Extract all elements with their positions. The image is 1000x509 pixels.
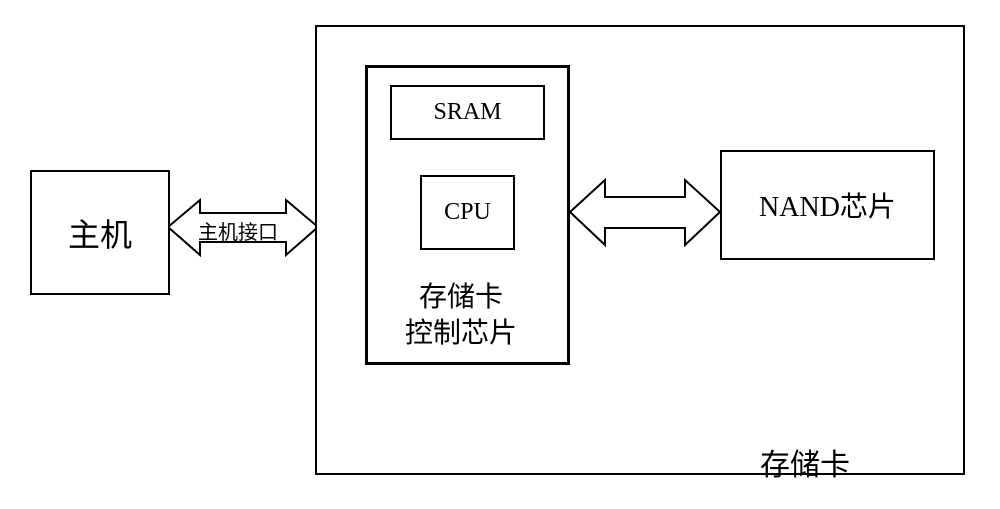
controller-label-line2: 控制芯片: [405, 318, 517, 349]
sram-label: SRAM: [433, 99, 501, 126]
nand-node: NAND芯片: [720, 150, 935, 260]
block-diagram: 主机 主机接口 存储卡 存储卡 控制芯片 SRAM CPU NAND芯片: [0, 0, 1000, 509]
nand-label: NAND芯片: [759, 185, 896, 225]
host-label: 主机: [68, 210, 132, 256]
controller-label: 存储卡 控制芯片: [405, 280, 517, 353]
controller-label-line1: 存储卡: [419, 282, 503, 313]
memory-card-label: 存储卡: [760, 440, 850, 484]
sram-node: SRAM: [390, 85, 545, 140]
host-interface-label: 主机接口: [198, 216, 278, 245]
cpu-node: CPU: [420, 175, 515, 250]
controller-nand-arrow: [570, 175, 720, 250]
host-node: 主机: [30, 170, 170, 295]
cpu-label: CPU: [444, 199, 491, 226]
